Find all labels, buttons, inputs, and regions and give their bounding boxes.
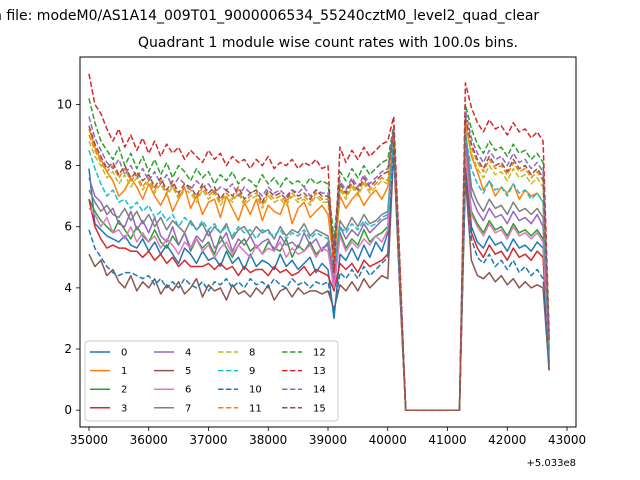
series-line-12 <box>88 98 550 411</box>
y-tick-label: 6 <box>64 220 72 234</box>
legend-label-6: 6 <box>185 385 191 396</box>
series-line-5 <box>88 149 550 411</box>
series-line-9 <box>88 134 550 411</box>
legend-label-14: 14 <box>313 385 326 396</box>
series-line-10 <box>88 143 550 411</box>
legend-label-13: 13 <box>313 366 326 377</box>
legend-label-1: 1 <box>121 366 127 377</box>
legend-label-12: 12 <box>313 348 326 359</box>
legend-label-2: 2 <box>121 385 127 396</box>
legend-label-15: 15 <box>313 403 326 414</box>
series-line-3 <box>88 146 550 411</box>
x-tick-label: 36000 <box>130 433 168 447</box>
series-line-2 <box>88 137 550 411</box>
x-tick-label: 35000 <box>70 433 108 447</box>
legend-label-7: 7 <box>185 403 191 414</box>
y-tick-label: 0 <box>64 403 72 417</box>
x-tick-label: 43000 <box>548 433 586 447</box>
series-line-13 <box>88 73 550 411</box>
series-line-15 <box>88 115 550 411</box>
y-axis: 0 2 4 6 8 10 <box>57 97 80 417</box>
x-tick-label: 40000 <box>369 433 407 447</box>
axes-title: Quadrant 1 module wise count rates with … <box>138 35 518 51</box>
legend-label-3: 3 <box>121 403 127 414</box>
legend-label-0: 0 <box>121 348 127 359</box>
y-tick-label: 10 <box>57 97 72 111</box>
x-tick-label: 42000 <box>488 433 526 447</box>
y-tick-label: 8 <box>64 159 72 173</box>
legend-label-9: 9 <box>249 366 255 377</box>
legend-frame <box>84 340 339 422</box>
x-tick-label: 37000 <box>189 433 227 447</box>
series-line-11 <box>88 121 550 411</box>
x-axis: 35000 36000 37000 38000 39000 40000 41000 42000… <box>70 427 586 447</box>
legend-label-8: 8 <box>249 348 255 359</box>
legend-label-11: 11 <box>249 403 262 414</box>
legend-label-4: 4 <box>185 348 191 359</box>
figure-suptitle: n file: modeM0/AS1A14_009T01_9000006534_… <box>0 8 540 24</box>
x-tick-label: 41000 <box>428 433 466 447</box>
x-tick-label: 39000 <box>309 433 347 447</box>
series-line-6 <box>88 140 550 411</box>
legend-label-10: 10 <box>249 385 262 396</box>
legend-label-5: 5 <box>185 366 191 377</box>
x-tick-label: 38000 <box>249 433 287 447</box>
y-tick-label: 4 <box>64 281 72 295</box>
series-line-7 <box>88 128 550 411</box>
series-line-8 <box>88 125 550 411</box>
series-layer <box>88 73 550 411</box>
series-line-14 <box>88 109 550 411</box>
y-tick-label: 2 <box>64 342 72 356</box>
x-offset-label: +5.033e8 <box>526 458 576 469</box>
